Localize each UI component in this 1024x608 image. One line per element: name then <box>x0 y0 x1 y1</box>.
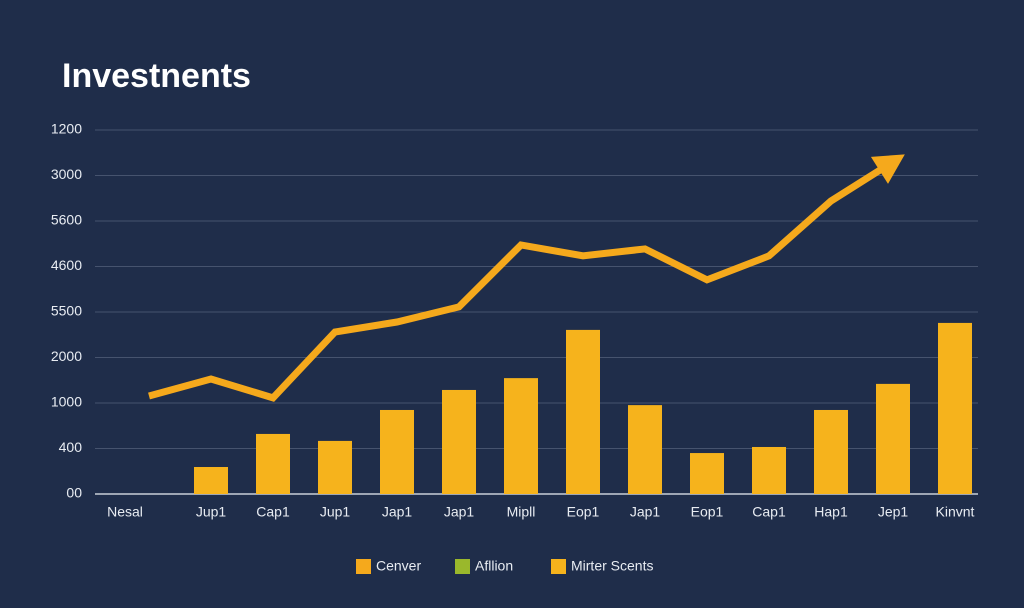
x-tick-label: Eop1 <box>567 504 600 520</box>
y-tick-label: 1000 <box>51 394 82 410</box>
chart-title: Investnents <box>62 57 251 95</box>
x-tick-label: Jap1 <box>630 504 661 520</box>
x-tick-label: Jep1 <box>878 504 909 520</box>
x-tick-label: Cap1 <box>752 504 786 520</box>
legend-swatch <box>356 559 371 574</box>
bar <box>938 322 972 494</box>
x-tick-label: Jap1 <box>382 504 413 520</box>
y-tick-label: 400 <box>59 439 83 455</box>
bar <box>628 405 662 494</box>
x-tick-label: Hap1 <box>814 504 848 520</box>
y-tick-label: 5600 <box>51 212 82 228</box>
bar <box>814 409 848 494</box>
legend-swatch <box>551 559 566 574</box>
legend-label: Cenver <box>376 558 421 574</box>
y-tick-label: 2000 <box>51 348 82 364</box>
bar <box>876 383 910 494</box>
x-tick-label: Jup1 <box>196 504 227 520</box>
x-tick-label: Nesal <box>107 504 143 520</box>
legend-label: Mirter Scents <box>571 558 653 574</box>
x-tick-label: Cap1 <box>256 504 290 520</box>
y-tick-label: 3000 <box>51 166 82 182</box>
bar <box>752 446 786 494</box>
x-tick-label: Jap1 <box>444 504 475 520</box>
bar <box>504 378 538 494</box>
arrow-head <box>870 154 905 184</box>
x-tick-label: Jup1 <box>320 504 351 520</box>
y-tick-label: 5500 <box>51 303 82 319</box>
bar <box>318 440 352 494</box>
bar <box>690 453 724 494</box>
bar <box>566 329 600 494</box>
x-tick-label: Mipll <box>507 504 536 520</box>
y-tick-label: 1200 <box>51 121 82 137</box>
bar <box>380 409 414 494</box>
legend-label: Afllion <box>475 558 513 574</box>
bar <box>194 467 228 494</box>
bar <box>442 389 476 494</box>
legend-swatch <box>455 559 470 574</box>
x-tick-label: Eop1 <box>691 504 724 520</box>
line <box>148 158 895 402</box>
y-tick-label: 4600 <box>51 257 82 273</box>
y-tick-label: 00 <box>66 485 82 501</box>
bar <box>256 433 290 494</box>
x-tick-label: Kinvnt <box>936 504 975 520</box>
